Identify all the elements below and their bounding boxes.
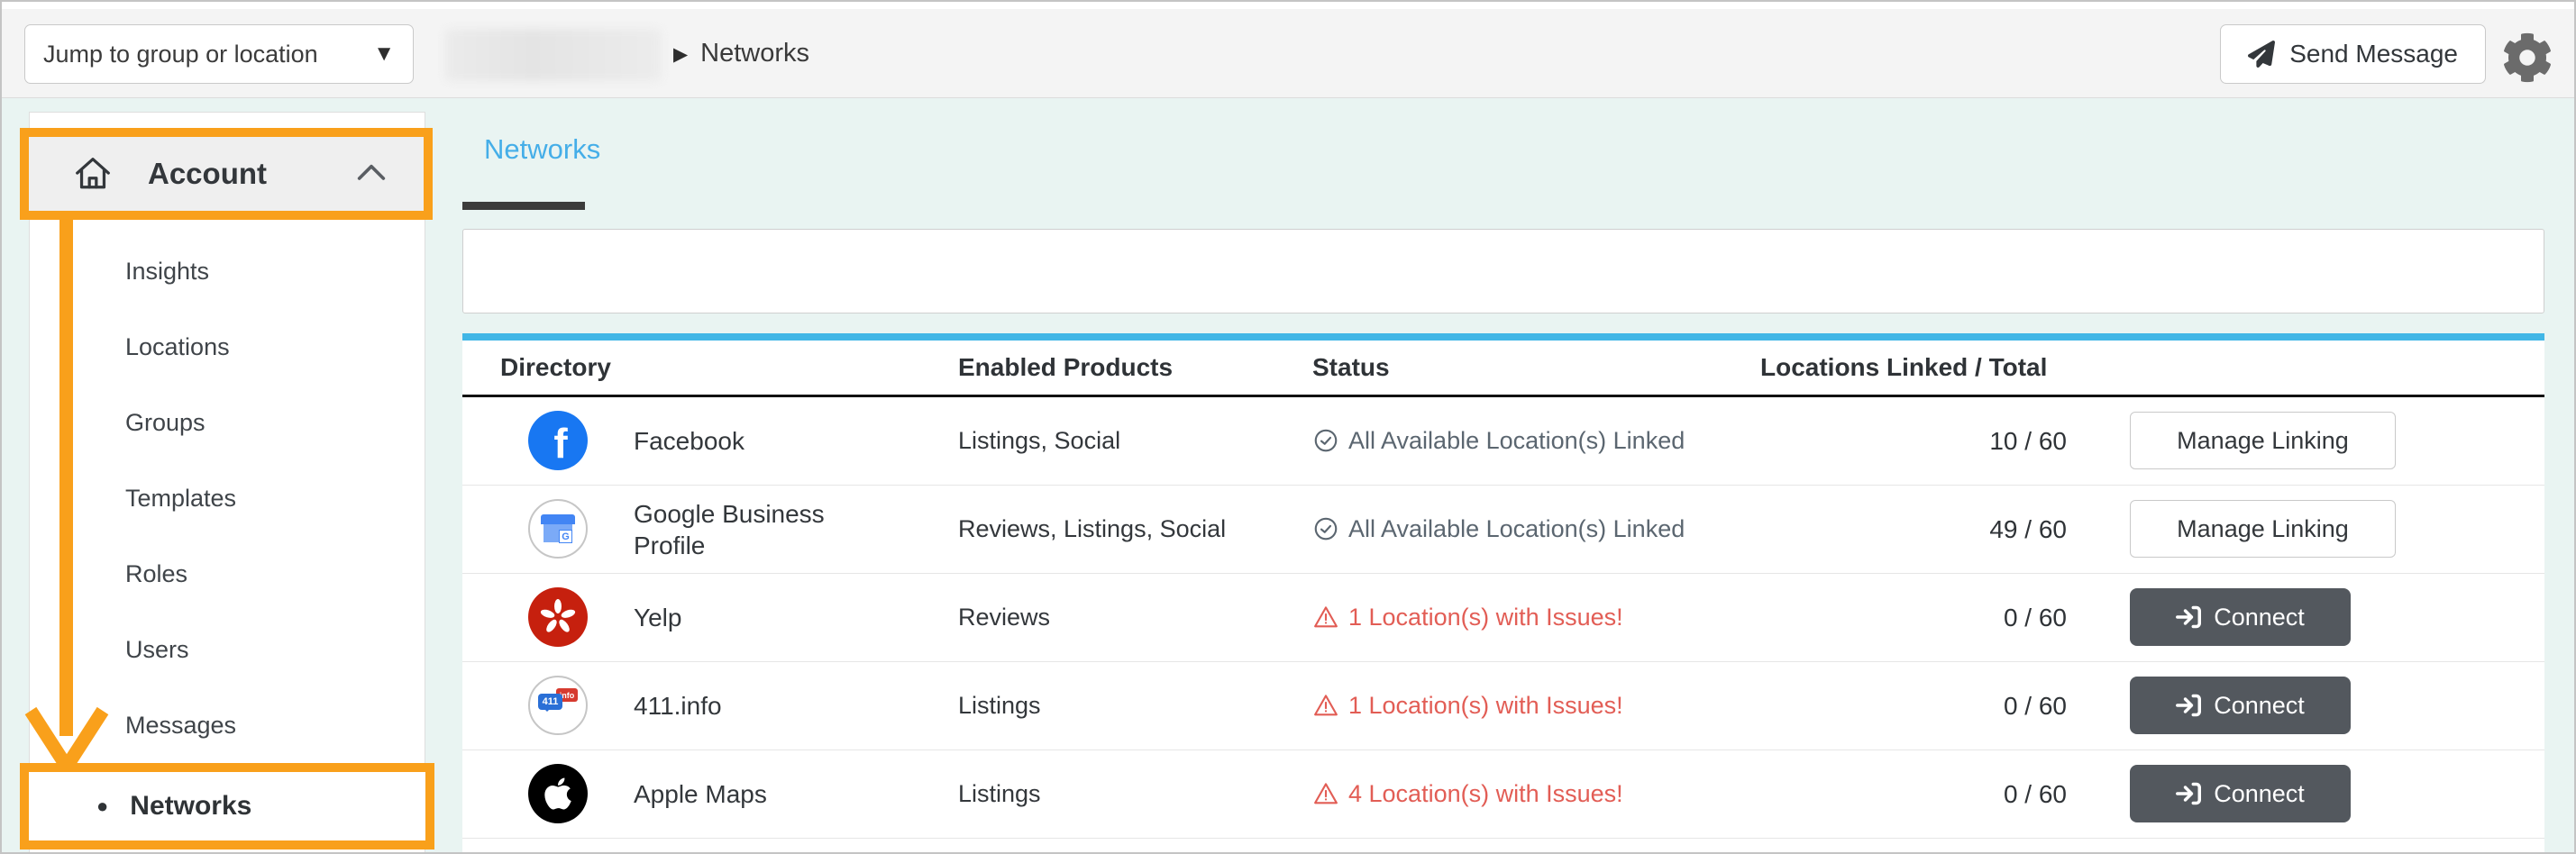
directory-name: Google Business Profile bbox=[634, 499, 825, 559]
locations-linked-count: 0 / 60 bbox=[2003, 779, 2067, 808]
directory-name: 411.info bbox=[634, 692, 722, 720]
enabled-products: Listings, Social bbox=[958, 427, 1121, 454]
status-cell: 1 Location(s) with Issues! bbox=[1312, 574, 1745, 661]
locations-linked-count: 0 / 60 bbox=[2003, 603, 2067, 631]
breadcrumb: ▶ Networks bbox=[673, 9, 809, 97]
breadcrumb-current: Networks bbox=[700, 38, 810, 68]
breadcrumb-arrow-icon: ▶ bbox=[673, 43, 689, 65]
status-cell: 4 Location(s) with Issues! bbox=[1312, 750, 1745, 838]
sidebar-account-label: Account bbox=[148, 157, 267, 190]
locations-linked-count: 49 / 60 bbox=[1989, 514, 2067, 543]
locations-linked-count: 0 / 60 bbox=[2003, 691, 2067, 720]
filter-bar-empty bbox=[462, 229, 2544, 313]
sign-in-icon bbox=[2176, 605, 2202, 629]
check-circle-icon bbox=[1314, 429, 1338, 452]
table-header-row: Directory Enabled Products Status Locati… bbox=[462, 341, 2544, 397]
status-cell: All Available Location(s) Linked bbox=[1312, 397, 1745, 485]
sidebar-nav: Insights Locations Groups Templates Role… bbox=[29, 233, 425, 763]
enabled-products: Listings bbox=[958, 780, 1041, 807]
status-text: 1 Location(s) with Issues! bbox=[1348, 603, 1623, 631]
window-top-margin bbox=[2, 2, 2574, 9]
paper-plane-icon bbox=[2248, 41, 2276, 68]
sidebar-item-roles[interactable]: Roles bbox=[125, 559, 188, 587]
sidebar-item-groups[interactable]: Groups bbox=[125, 408, 206, 436]
tab-networks[interactable]: Networks bbox=[484, 133, 600, 166]
directory-name: Apple Maps bbox=[634, 780, 767, 808]
networks-table: Directory Enabled Products Status Locati… bbox=[462, 333, 2544, 852]
manage-linking-button[interactable]: Manage Linking bbox=[2130, 412, 2396, 469]
top-bar: Jump to group or location ▼ ▶ Networks S… bbox=[2, 9, 2574, 98]
manage-linking-button[interactable]: Manage Linking bbox=[2130, 500, 2396, 558]
chevron-up-icon bbox=[357, 164, 386, 180]
connect-button[interactable]: Connect bbox=[2130, 677, 2351, 734]
enabled-products: Reviews bbox=[958, 604, 1051, 631]
sidebar-networks-label: Networks bbox=[130, 791, 252, 821]
directory-name: Yelp bbox=[634, 604, 682, 631]
active-bullet-icon: ● bbox=[96, 795, 109, 817]
table-row: Yelp Reviews 1 Location(s) with Issues! … bbox=[462, 574, 2544, 662]
status-cell: 1 Location(s) with Issues! bbox=[1312, 662, 1745, 750]
status-text: 1 Location(s) with Issues! bbox=[1348, 691, 1623, 719]
send-message-label: Send Message bbox=[2289, 40, 2458, 68]
yelp-icon bbox=[528, 587, 588, 647]
warning-triangle-icon bbox=[1314, 783, 1338, 804]
sidebar-item-templates[interactable]: Templates bbox=[125, 484, 237, 512]
sign-in-icon bbox=[2176, 694, 2202, 717]
enabled-products: Reviews, Listings, Social bbox=[958, 515, 1227, 542]
facebook-icon: f bbox=[528, 411, 588, 470]
sidebar-item-locations[interactable]: Locations bbox=[125, 332, 230, 360]
settings-gear-icon[interactable] bbox=[2502, 32, 2553, 83]
column-header-status: Status bbox=[1312, 353, 1390, 381]
status-text: All Available Location(s) Linked bbox=[1348, 514, 1685, 542]
column-header-directory: Directory bbox=[500, 353, 611, 381]
check-circle-icon bbox=[1314, 517, 1338, 541]
sidebar-item-insights[interactable]: Insights bbox=[125, 257, 210, 285]
main-content: Networks Directory Enabled Products Stat… bbox=[462, 97, 2546, 852]
status-cell: All Available Location(s) Linked bbox=[1312, 486, 1745, 573]
jump-to-group-dropdown[interactable]: Jump to group or location ▼ bbox=[24, 24, 414, 84]
connect-button[interactable]: Connect bbox=[2130, 588, 2351, 646]
annotation-arrow-shaft bbox=[59, 218, 73, 736]
status-text: All Available Location(s) Linked bbox=[1348, 426, 1685, 454]
column-header-locations-linked: Locations Linked / Total bbox=[1760, 353, 2048, 381]
warning-triangle-icon bbox=[1314, 606, 1338, 628]
google-business-profile-icon: G bbox=[528, 499, 588, 559]
table-row: G Google Business Profile Reviews, Listi… bbox=[462, 486, 2544, 574]
table-row-partial: Connect bbox=[462, 839, 2544, 852]
table-row: Apple Maps Listings 4 Location(s) with I… bbox=[462, 750, 2544, 839]
apple-maps-icon bbox=[528, 764, 588, 823]
home-icon bbox=[76, 158, 110, 189]
sidebar-item-networks[interactable]: ● Networks bbox=[20, 763, 434, 849]
table-row: f Facebook Listings, Social All Availabl… bbox=[462, 397, 2544, 486]
column-header-enabled-products: Enabled Products bbox=[958, 353, 1174, 381]
sidebar-item-account[interactable]: Account bbox=[20, 128, 433, 220]
locations-linked-count: 10 / 60 bbox=[1989, 426, 2067, 455]
sidebar-item-messages[interactable]: Messages bbox=[125, 711, 237, 739]
redacted-account-name bbox=[445, 29, 662, 81]
status-text: 4 Location(s) with Issues! bbox=[1348, 779, 1623, 807]
411-info-icon: info 411 bbox=[528, 676, 588, 735]
enabled-products: Listings bbox=[958, 692, 1041, 719]
sign-in-icon bbox=[2176, 782, 2202, 805]
warning-triangle-icon bbox=[1314, 695, 1338, 716]
send-message-button[interactable]: Send Message bbox=[2220, 24, 2486, 84]
directory-name: Facebook bbox=[634, 427, 744, 455]
sidebar-item-users[interactable]: Users bbox=[125, 635, 189, 663]
tab-networks-label: Networks bbox=[484, 133, 601, 165]
tab-active-underline bbox=[462, 202, 585, 210]
connect-button[interactable]: Connect bbox=[2130, 765, 2351, 822]
jump-to-group-label: Jump to group or location bbox=[43, 40, 318, 68]
table-row: info 411 411.info Listings 1 Location(s) … bbox=[462, 662, 2544, 750]
chevron-down-icon: ▼ bbox=[373, 41, 395, 66]
